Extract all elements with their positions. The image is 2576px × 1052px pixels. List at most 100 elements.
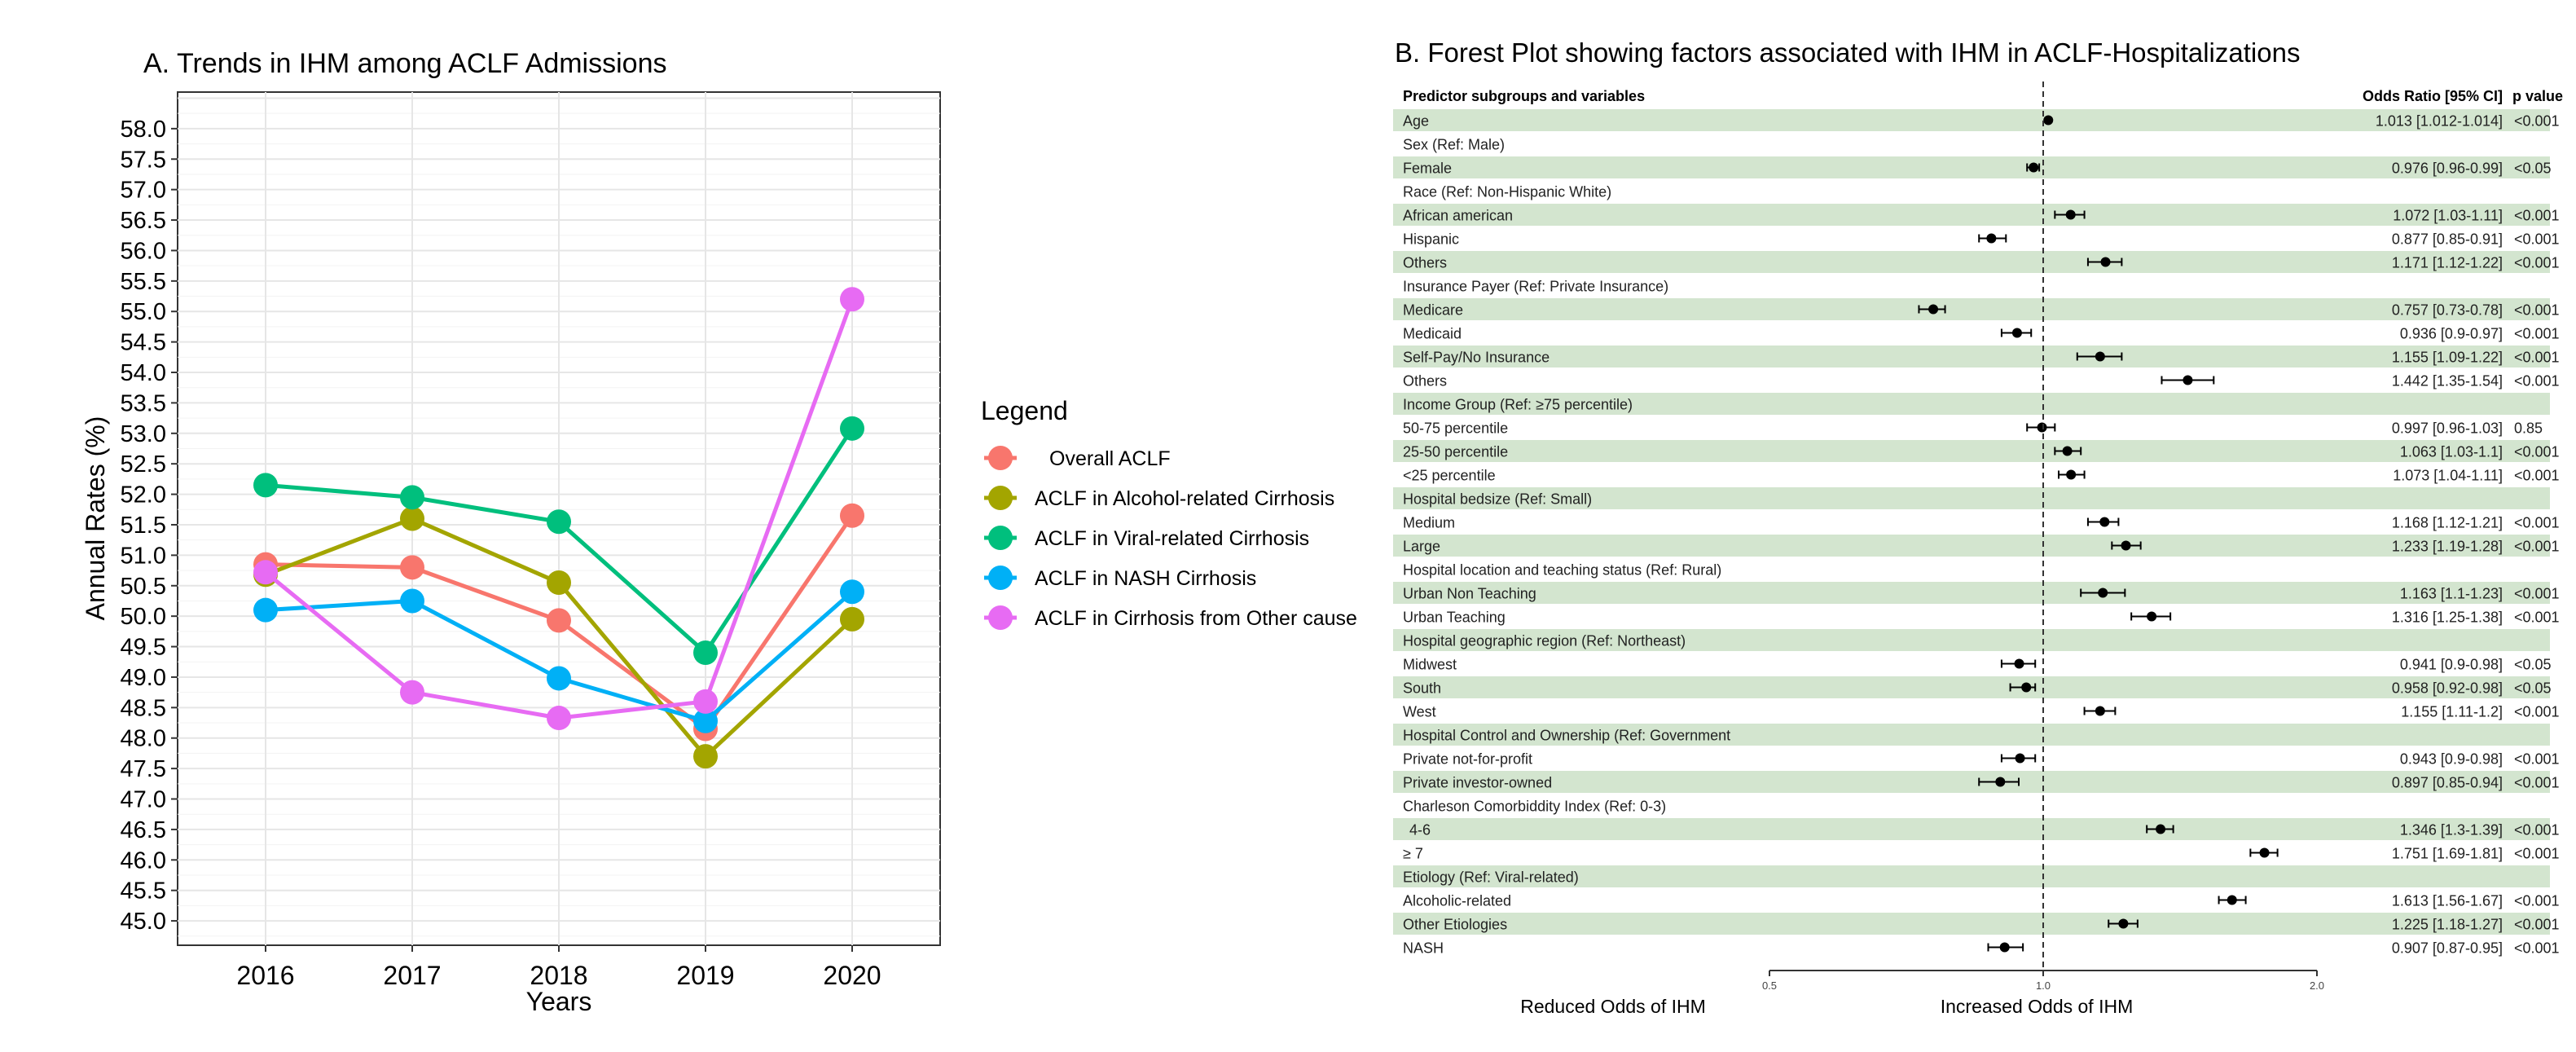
row-band xyxy=(1393,771,2550,793)
y-tick-label: 54.0 xyxy=(121,360,166,386)
data-point xyxy=(547,706,571,731)
odds-ratio-point xyxy=(2121,540,2131,551)
forest-row: ≥ 7 1.751 [1.69-1.81] <0.001 xyxy=(1403,846,2560,862)
odds-ratio-point xyxy=(2015,753,2025,764)
odds-ratio-point xyxy=(2098,588,2108,598)
odds-ratio-text: 0.877 [0.85-0.91] xyxy=(2392,231,2503,248)
row-band xyxy=(1393,251,2550,273)
label-reduced-odds: Reduced Odds of IHM xyxy=(1520,996,1706,1017)
forest-row: Urban Teaching 1.316 [1.25-1.38] <0.001 xyxy=(1403,610,2560,626)
forest-row: NASH 0.907 [0.87-0.95] <0.001 xyxy=(1403,940,2560,957)
odds-ratio-point xyxy=(2037,422,2047,433)
legend-label: ACLF in Alcohol-related Cirrhosis xyxy=(1035,487,1334,510)
data-point xyxy=(253,473,278,498)
odds-ratio-text: 1.155 [1.11-1.2] xyxy=(2401,704,2503,720)
forest-row: Self-Pay/No Insurance 1.155 [1.09-1.22] <0… xyxy=(1403,350,2560,366)
odds-ratio-point xyxy=(2100,257,2111,267)
p-value-text: <0.001 xyxy=(2514,468,2560,484)
row-label: Insurance Payer (Ref: Private Insurance) xyxy=(1403,279,1668,295)
p-value-text: <0.001 xyxy=(2514,515,2560,531)
row-label: Private investor-owned xyxy=(1403,775,1552,791)
series-line-3 xyxy=(253,416,864,666)
odds-ratio-text: 1.063 [1.03-1.1] xyxy=(2400,444,2503,460)
data-point xyxy=(840,287,864,312)
row-band xyxy=(1393,676,2550,698)
row-label: South xyxy=(1403,680,1441,697)
y-tick-label: 53.5 xyxy=(121,390,166,416)
row-label: Alcoholic-related xyxy=(1403,893,1511,909)
label-increased-odds: Increased Odds of IHM xyxy=(1941,996,2134,1017)
forest-row: Race (Ref: Non-Hispanic White) xyxy=(1403,184,1611,200)
data-point xyxy=(400,588,424,614)
forest-row: Sex (Ref: Male) xyxy=(1403,137,1505,153)
p-value-text: <0.001 xyxy=(2514,231,2560,248)
odds-ratio-point xyxy=(1986,233,1997,244)
data-point xyxy=(400,680,424,705)
odds-ratio-text: 0.943 [0.9-0.98] xyxy=(2400,751,2503,768)
row-label: Other Etiologies xyxy=(1403,917,1507,933)
forest-row: South 0.958 [0.92-0.98] <0.05 xyxy=(1403,680,2552,697)
row-band xyxy=(1393,346,2550,368)
data-point xyxy=(693,708,718,733)
y-tick-label: 45.0 xyxy=(121,909,166,935)
panel-b-forest-plot: B. Forest Plot showing factors associate… xyxy=(1385,0,2576,1048)
legend-key-point xyxy=(988,486,1013,510)
y-tick-label: 54.5 xyxy=(121,330,166,356)
row-band xyxy=(1393,535,2550,557)
data-point xyxy=(840,579,864,605)
forest-row: West 1.155 [1.11-1.2] <0.001 xyxy=(1403,704,2560,720)
legend-title: Legend xyxy=(981,396,1068,425)
row-label: Urban Teaching xyxy=(1403,610,1506,626)
x-tick-label: 2016 xyxy=(236,961,294,990)
row-band xyxy=(1393,393,2550,415)
forest-row: Private not-for-profit 0.943 [0.9-0.98] <0… xyxy=(1403,751,2560,768)
forest-row: Hispanic 0.877 [0.85-0.91] <0.001 xyxy=(1403,231,2560,248)
legend-label: ACLF in NASH Cirrhosis xyxy=(1035,567,1256,590)
row-label: <25 percentile xyxy=(1403,468,1496,484)
legend-label: ACLF in Cirrhosis from Other cause xyxy=(1035,607,1357,630)
odds-ratio-point xyxy=(2147,611,2157,622)
forest-row: Hospital bedsize (Ref: Small) xyxy=(1403,491,1592,508)
row-label: ≥ 7 xyxy=(1403,846,1423,862)
row-label: Race (Ref: Non-Hispanic White) xyxy=(1403,184,1611,200)
row-band xyxy=(1393,204,2550,226)
x-tick-label: 2017 xyxy=(383,961,441,990)
legend-label: ACLF in Viral-related Cirrhosis xyxy=(1035,527,1309,550)
p-value-text: <0.001 xyxy=(2514,539,2560,555)
y-tick-label: 45.5 xyxy=(121,878,166,905)
odds-ratio-point xyxy=(2043,115,2054,125)
odds-ratio-text: 1.171 [1.12-1.22] xyxy=(2392,255,2503,271)
row-band xyxy=(1393,487,2550,509)
row-label: Sex (Ref: Male) xyxy=(1403,137,1505,153)
p-value-text: <0.001 xyxy=(2514,444,2560,460)
data-point xyxy=(400,485,424,510)
row-band xyxy=(1393,156,2550,178)
row-label: 25-50 percentile xyxy=(1403,444,1508,460)
y-tick-label: 47.0 xyxy=(121,787,166,813)
row-label: Hispanic xyxy=(1403,231,1459,248)
p-value-text: <0.001 xyxy=(2514,610,2560,626)
y-tick-label: 48.5 xyxy=(121,695,166,721)
data-point xyxy=(400,555,424,580)
row-label: Others xyxy=(1403,373,1447,390)
row-label: Midwest xyxy=(1403,657,1457,673)
y-tick-label: 49.5 xyxy=(121,635,166,661)
row-band xyxy=(1393,865,2550,887)
row-label: Hospital location and teaching status (R… xyxy=(1403,562,1721,579)
forest-row: Insurance Payer (Ref: Private Insurance) xyxy=(1403,279,1668,295)
odds-ratio-text: 1.072 [1.03-1.11] xyxy=(2393,208,2503,224)
y-axis-a: 45.0 45.5 46.0 46.5 47.0 47.5 48.0 48.5 49.0 49.5… xyxy=(121,117,178,935)
odds-ratio-point xyxy=(2227,895,2237,905)
data-point xyxy=(547,570,571,596)
row-label: 4-6 xyxy=(1409,822,1431,839)
line-chart-svg: A. Trends in IHM among ACLF Admissions 4… xyxy=(81,48,1357,1016)
data-point xyxy=(693,689,718,714)
x-tick-b-label: 0.5 xyxy=(1762,979,1777,992)
odds-ratio-point xyxy=(1999,942,2010,953)
x-axis-b: 0.5 1.0 2.0 xyxy=(1762,970,2324,992)
odds-ratio-point xyxy=(2062,446,2073,456)
y-tick-label: 53.0 xyxy=(121,421,166,447)
data-point xyxy=(693,640,718,666)
y-tick-label: 46.5 xyxy=(121,817,166,843)
forest-row: Charleson Comorbiddity Index (Ref: 0-3) xyxy=(1403,799,1666,815)
